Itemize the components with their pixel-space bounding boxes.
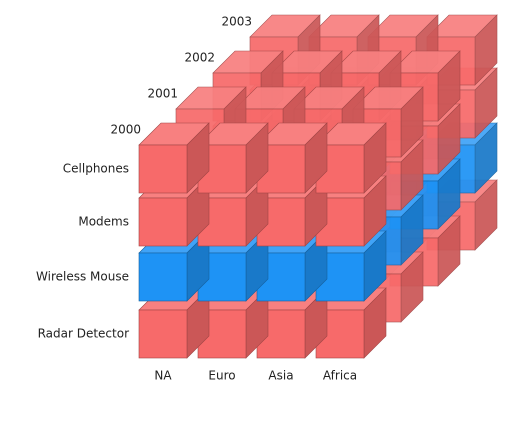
cube-front (138, 197, 188, 247)
layer-label: 2000 (110, 123, 141, 137)
cube (138, 122, 210, 194)
layer-label: 2001 (147, 87, 178, 101)
row-label: Modems (78, 215, 129, 229)
column-label: Euro (208, 369, 235, 383)
column-label: NA (154, 369, 172, 383)
cube-front (138, 252, 188, 302)
layer-label: 2003 (221, 15, 252, 29)
column-label: Africa (323, 369, 357, 383)
column-label: Asia (268, 369, 293, 383)
cube (315, 122, 387, 194)
cube-front (138, 309, 188, 359)
cube (197, 122, 269, 194)
row-label: Radar Detector (38, 327, 130, 341)
row-label: Wireless Mouse (36, 270, 129, 284)
cube-front (138, 144, 188, 194)
layer-label: 2002 (184, 51, 215, 65)
row-label: Cellphones (63, 162, 129, 176)
